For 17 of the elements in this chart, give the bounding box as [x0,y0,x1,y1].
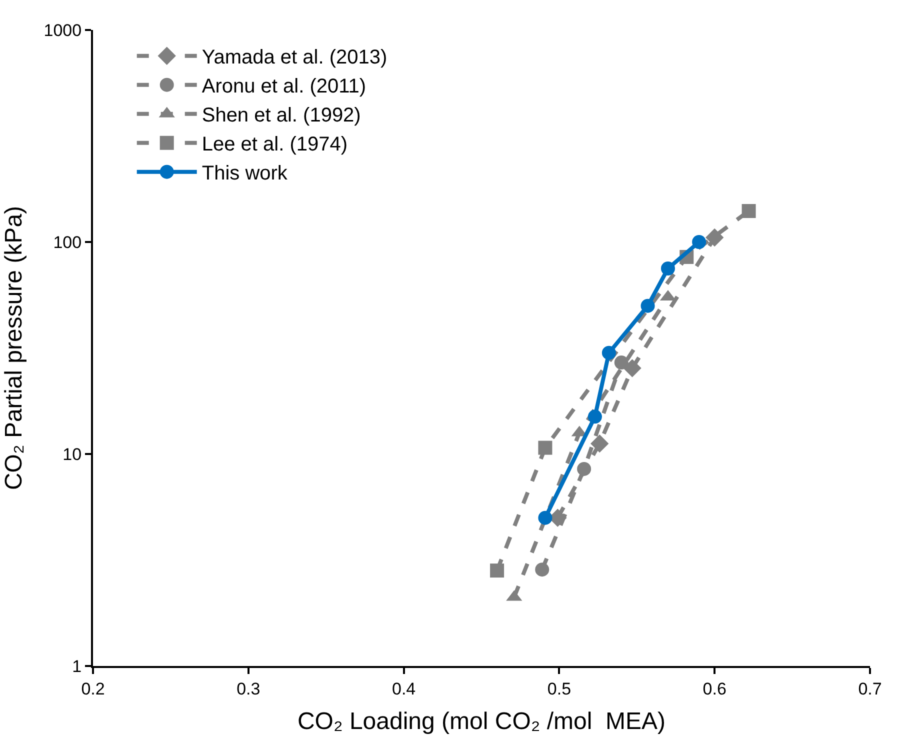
y-axis-title: CO₂ Partial pressure (kPa) [0,206,28,490]
y-tick-label: 10 [62,444,82,464]
x-tick-label: 0.6 [702,679,726,698]
legend-label: This work [202,162,288,185]
x-tick-label: 0.5 [547,679,572,698]
x-tick-label: 0.2 [81,679,105,698]
y-tick-label: 1000 [44,20,82,40]
x-tick-label: 0.4 [392,679,416,698]
x-axis-title: CO₂ Loading (mol CO₂ /mol MEA) [297,708,666,736]
legend-label: Lee et al. (1974) [202,134,348,156]
y-tick-label: 1 [72,656,82,676]
legend-label: Aronu et al. (2011) [202,76,366,98]
x-tick-label: 0.7 [858,679,882,698]
legend-label: Yamada et al. (2013) [202,46,388,69]
x-tick-label: 0.3 [236,679,260,698]
y-tick-label: 100 [53,232,82,252]
legend-label: Shen et al. (1992) [202,104,361,127]
